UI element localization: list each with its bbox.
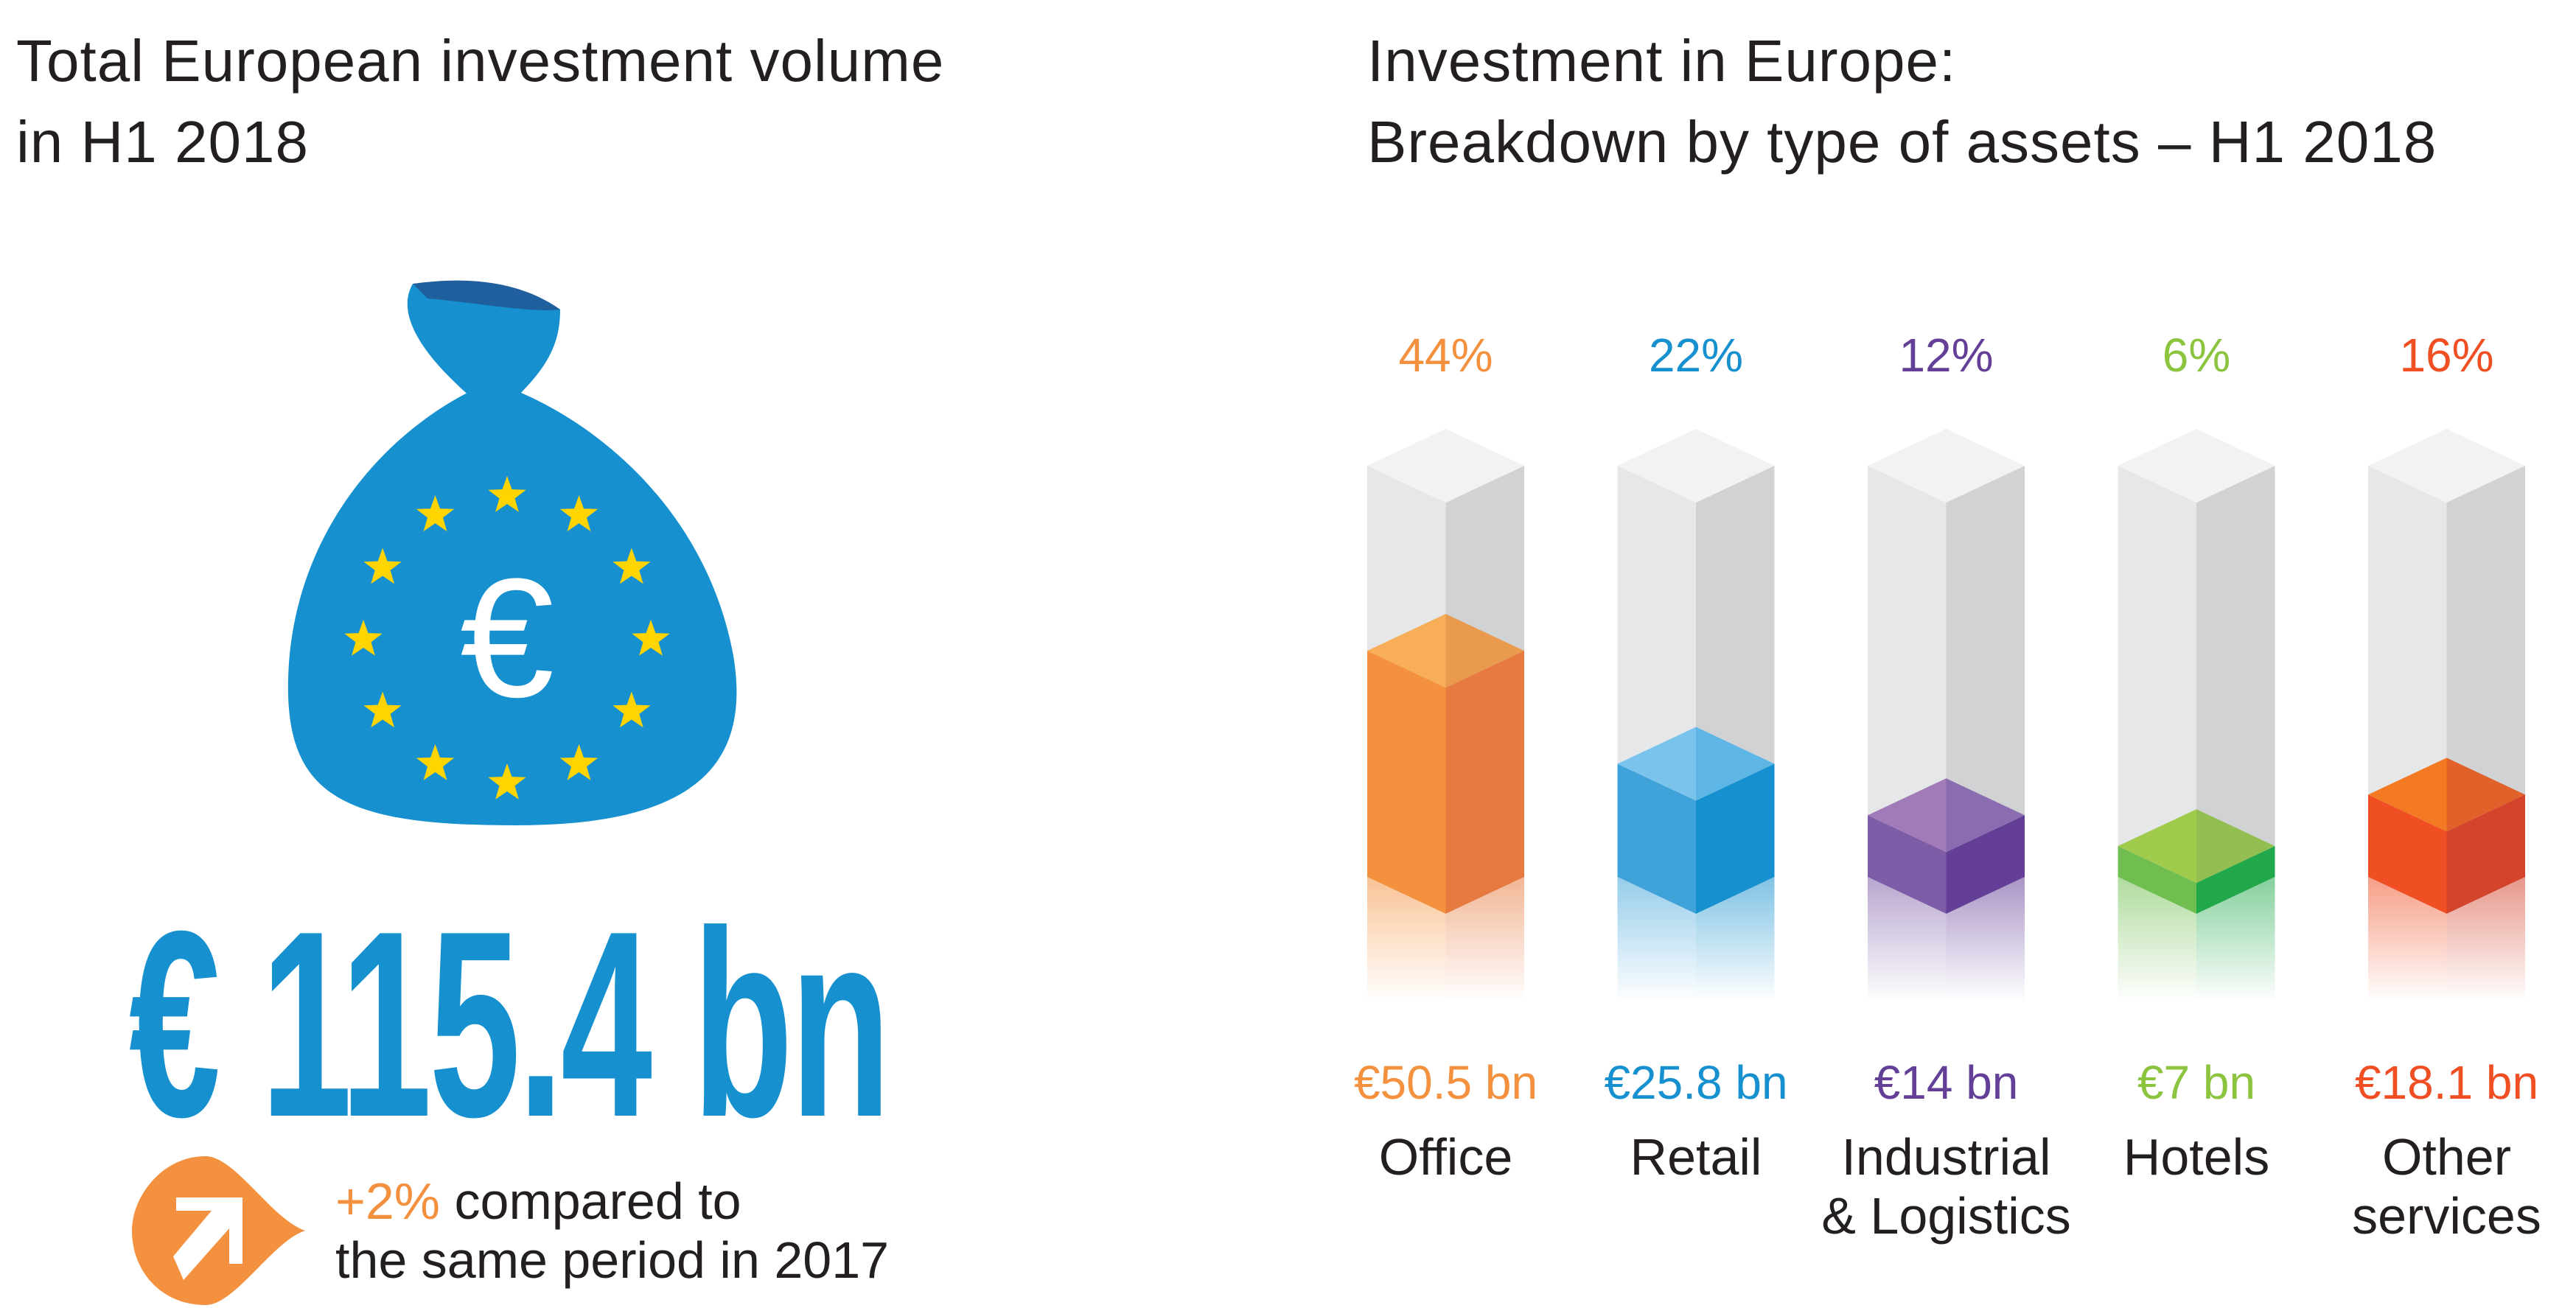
star-icon xyxy=(416,495,455,531)
category-label: Retail xyxy=(1630,1128,1762,1186)
left-title: Total European investment volume in H1 2… xyxy=(16,28,945,175)
bar-2 xyxy=(1868,429,2025,1002)
bar-fill-top-right xyxy=(1946,778,2025,853)
arrow-up-right-icon xyxy=(132,1156,305,1305)
bar-3 xyxy=(2118,429,2275,1002)
bar-1 xyxy=(1617,429,1775,1002)
bar-fill-top-left xyxy=(1868,778,1947,853)
percent-label: 22% xyxy=(1648,329,1744,382)
category-label: Office xyxy=(1378,1128,1513,1186)
bar-reflection-right xyxy=(1946,877,2025,1002)
bar-4 xyxy=(2368,429,2525,1002)
percent-label: 44% xyxy=(1398,329,1493,382)
bar-fill-top-right xyxy=(1696,727,1775,801)
value-label: €25.8 bn xyxy=(1604,1056,1788,1109)
category-label: Other services xyxy=(2352,1128,2541,1245)
percent-label: 6% xyxy=(2162,329,2231,382)
bar-reflection-right xyxy=(1445,877,1524,1002)
column-top-face xyxy=(1868,429,2025,503)
bar-reflection-left xyxy=(1617,877,1696,1002)
bar-fill-right xyxy=(2196,846,2275,914)
category-label: Industrial & Logistics xyxy=(1821,1128,2071,1245)
bar-fill-left xyxy=(1617,763,1696,914)
bar-fill-top-left xyxy=(2368,758,2447,832)
star-icon xyxy=(344,620,383,656)
bar-fill-left xyxy=(2118,846,2196,914)
percent-label: 16% xyxy=(2399,329,2494,382)
category-label: Hotels xyxy=(2123,1128,2270,1186)
value-label: €7 bn xyxy=(2137,1056,2256,1109)
star-icon xyxy=(612,691,651,728)
star-icon xyxy=(416,744,455,780)
bar-reflection-left xyxy=(1367,877,1446,1002)
star-icon xyxy=(488,763,526,800)
change-percent: +2% xyxy=(335,1172,441,1230)
bar-fill-left xyxy=(2368,794,2447,914)
bar-fill-top-right xyxy=(2196,809,2275,884)
column-top-face xyxy=(2118,429,2275,503)
bar-fill-top-right xyxy=(2446,758,2525,832)
comparison-text: +2% compared to the same period in 2017 xyxy=(335,1172,889,1290)
euro-icon: € xyxy=(460,543,554,732)
value-label: €18.1 bn xyxy=(2354,1056,2539,1109)
star-icon xyxy=(363,548,402,584)
total-volume: € 115.4 bn xyxy=(129,876,891,1172)
column-top-face xyxy=(1617,429,1775,503)
bar-reflection-left xyxy=(2118,877,2196,1002)
bar-reflection-right xyxy=(2196,877,2275,1002)
column-right-face xyxy=(2196,466,2275,914)
change-text-2: the same period in 2017 xyxy=(335,1231,890,1289)
bar-fill-right xyxy=(1696,763,1775,914)
bar-reflection-left xyxy=(2368,877,2447,1002)
bar-fill-top-right xyxy=(1445,614,1524,688)
bar-fill-right xyxy=(1946,815,2025,914)
bar-fill-top-left xyxy=(1617,727,1696,801)
value-label: €50.5 bn xyxy=(1353,1056,1538,1109)
star-icon xyxy=(559,495,598,531)
change-text-1: compared to xyxy=(440,1172,741,1230)
percent-label: 12% xyxy=(1899,329,1994,382)
chart-title: Investment in Europe: Breakdown by type … xyxy=(1367,28,2437,175)
star-icon xyxy=(488,476,526,512)
bar-fill-top-left xyxy=(2118,809,2196,884)
column-left-face xyxy=(2118,466,2196,914)
bar-fill-right xyxy=(1445,651,1524,914)
column-top-face xyxy=(1367,429,1524,503)
star-icon xyxy=(363,691,402,728)
value-label: €14 bn xyxy=(1874,1056,2019,1109)
star-ring xyxy=(344,476,670,800)
bar-fill-top-left xyxy=(1367,614,1446,688)
bar-reflection-right xyxy=(1696,877,1775,1002)
bar-reflection-right xyxy=(2446,877,2525,1002)
bar-reflection-left xyxy=(1868,877,1947,1002)
bar-0 xyxy=(1367,429,1524,1002)
star-icon xyxy=(632,620,670,656)
bar-fill-left xyxy=(1868,815,1947,914)
money-bag-icon: € xyxy=(287,280,737,825)
column-top-face xyxy=(2368,429,2525,503)
star-icon xyxy=(612,548,651,584)
bar-fill-right xyxy=(2446,794,2525,914)
bar-fill-left xyxy=(1367,651,1446,914)
star-icon xyxy=(559,744,598,780)
